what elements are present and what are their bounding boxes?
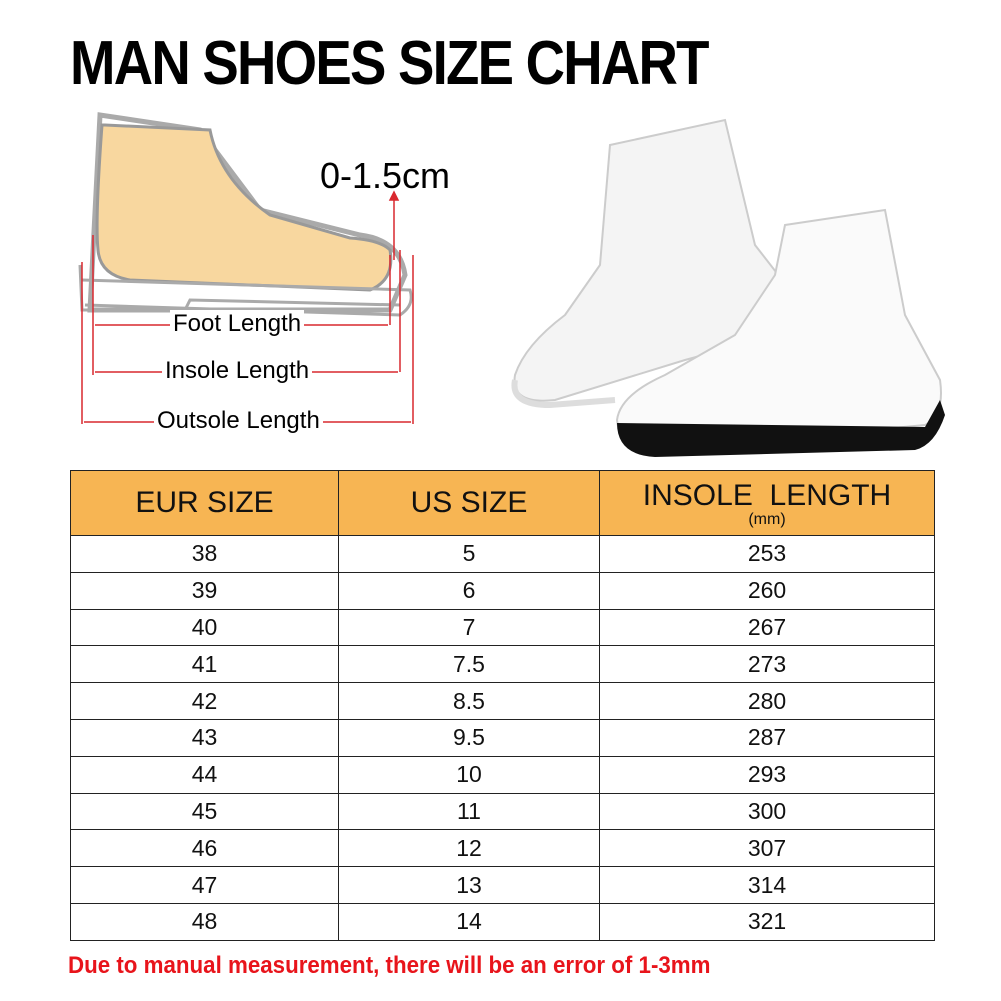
us-size-cell: 12: [338, 829, 600, 868]
eur-size-cell: 41: [70, 645, 339, 684]
table-row: 48 14 321: [70, 902, 935, 941]
insole-length-cell: 321: [599, 902, 935, 941]
eur-size-cell: 39: [70, 571, 339, 610]
eur-size-cell: 47: [70, 866, 339, 904]
us-size-cell: 10: [338, 755, 600, 794]
insole-length-cell: 307: [599, 829, 935, 868]
insole-length-cell: 300: [599, 792, 935, 831]
insole-length-cell: 280: [599, 682, 935, 720]
insole-length-cell: 267: [599, 608, 935, 647]
toe-gap-label: 0-1.5cm: [320, 155, 451, 196]
table-row: 42 8.5 280: [70, 682, 935, 720]
eur-size-cell: 48: [70, 902, 339, 941]
eur-size-cell: 42: [70, 682, 339, 720]
insole-length-cell: 253: [599, 535, 935, 573]
table-row: 39 6 260: [70, 571, 935, 610]
insole-length-cell: 293: [599, 755, 935, 794]
page-title: MAN SHOES SIZE CHART: [70, 29, 710, 98]
header-unit: (mm): [748, 511, 786, 528]
eur-size-cell: 43: [70, 718, 339, 757]
size-table: EUR SIZE US SIZE INSOLE LENGTH (mm) 38 5 25…: [70, 470, 935, 941]
eur-size-cell: 46: [70, 829, 339, 868]
us-size-cell: 6: [338, 571, 600, 610]
us-size-cell: 7.5: [338, 645, 600, 684]
us-size-cell: 9.5: [338, 718, 600, 757]
eur-size-cell: 40: [70, 608, 339, 647]
insole-length-cell: 314: [599, 866, 935, 904]
table-row: 43 9.5 287: [70, 718, 935, 757]
table-row: 40 7 267: [70, 608, 935, 647]
us-size-cell: 8.5: [338, 682, 600, 720]
header-insole-length: INSOLE LENGTH (mm): [599, 470, 935, 536]
table-row: 44 10 293: [70, 755, 935, 794]
table-row: 45 11 300: [70, 792, 935, 831]
table-row: 41 7.5 273: [70, 645, 935, 684]
insole-length-cell: 273: [599, 645, 935, 684]
insole-length-cell: 287: [599, 718, 935, 757]
eur-size-cell: 45: [70, 792, 339, 831]
table-row: 38 5 253: [70, 535, 935, 573]
us-size-cell: 5: [338, 535, 600, 573]
white-sneakers-image: [511, 118, 945, 457]
header-insole-length-text: INSOLE LENGTH: [642, 479, 892, 512]
table-row: 47 13 314: [70, 866, 935, 904]
insole-length-label: Insole Length: [162, 357, 313, 385]
foot-in-shoe-illustration: [78, 112, 414, 424]
header-eur-size: EUR SIZE: [70, 470, 339, 536]
eur-size-cell: 38: [70, 535, 339, 573]
table-row: 46 12 307: [70, 829, 935, 868]
us-size-cell: 11: [338, 792, 600, 831]
insole-length-cell: 260: [599, 571, 935, 610]
us-size-cell: 14: [338, 902, 600, 941]
outsole-length-label: Outsole Length: [154, 407, 323, 435]
foot-measurement-diagram: Foot Length Insole Length Outsole Length: [60, 100, 480, 440]
header-us-size: US SIZE: [338, 470, 600, 536]
eur-size-cell: 44: [70, 755, 339, 794]
us-size-cell: 13: [338, 866, 600, 904]
table-header-row: EUR SIZE US SIZE INSOLE LENGTH (mm): [70, 470, 935, 536]
us-size-cell: 7: [338, 608, 600, 647]
foot-length-label: Foot Length: [170, 310, 305, 338]
measurement-note: Due to manual measurement, there will be…: [68, 952, 711, 979]
